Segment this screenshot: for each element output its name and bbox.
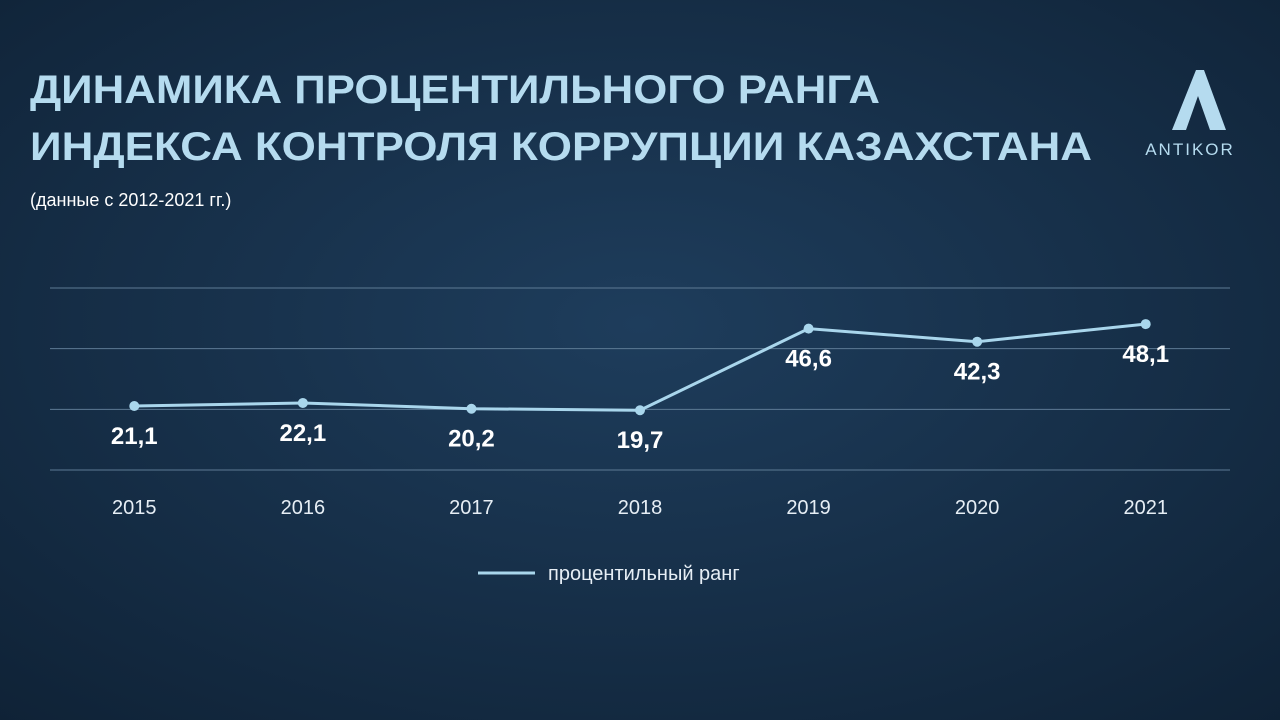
x-tick-label: 2015: [112, 497, 157, 519]
data-point: [803, 323, 814, 334]
data-label: 21,1: [111, 423, 158, 450]
x-tick-label: 2017: [449, 497, 494, 519]
data-point: [972, 336, 983, 347]
chart-title: ИНДЕКСА КОНТРОЛЯ КОРРУПЦИИ КАЗАХСТАНА: [30, 125, 1092, 169]
x-tick-label: 2020: [955, 497, 1000, 519]
x-tick-label: 2018: [618, 497, 663, 519]
logo-text: ANTIKOR: [1145, 140, 1235, 159]
data-label: 22,1: [279, 420, 326, 447]
data-label: 46,6: [785, 346, 832, 373]
chart-title: ДИНАМИКА ПРОЦЕНТИЛЬНОГО РАНГА: [30, 68, 880, 112]
data-point: [297, 397, 308, 408]
data-point: [129, 400, 140, 411]
chart-subtitle: (данные с 2012-2021 гг.): [30, 190, 231, 210]
data-label: 20,2: [448, 426, 495, 453]
logo-mark: [1172, 70, 1226, 130]
x-tick-label: 2021: [1123, 497, 1168, 519]
data-point: [466, 403, 477, 414]
data-label: 42,3: [954, 359, 1001, 386]
data-point: [1140, 319, 1151, 330]
data-label: 48,1: [1122, 341, 1169, 368]
data-label: 19,7: [617, 427, 664, 454]
x-tick-label: 2019: [786, 497, 831, 519]
legend-label: процентильный ранг: [548, 563, 740, 585]
x-tick-label: 2016: [281, 497, 326, 519]
data-point: [635, 405, 645, 416]
logo: ANTIKOR: [1145, 70, 1235, 159]
